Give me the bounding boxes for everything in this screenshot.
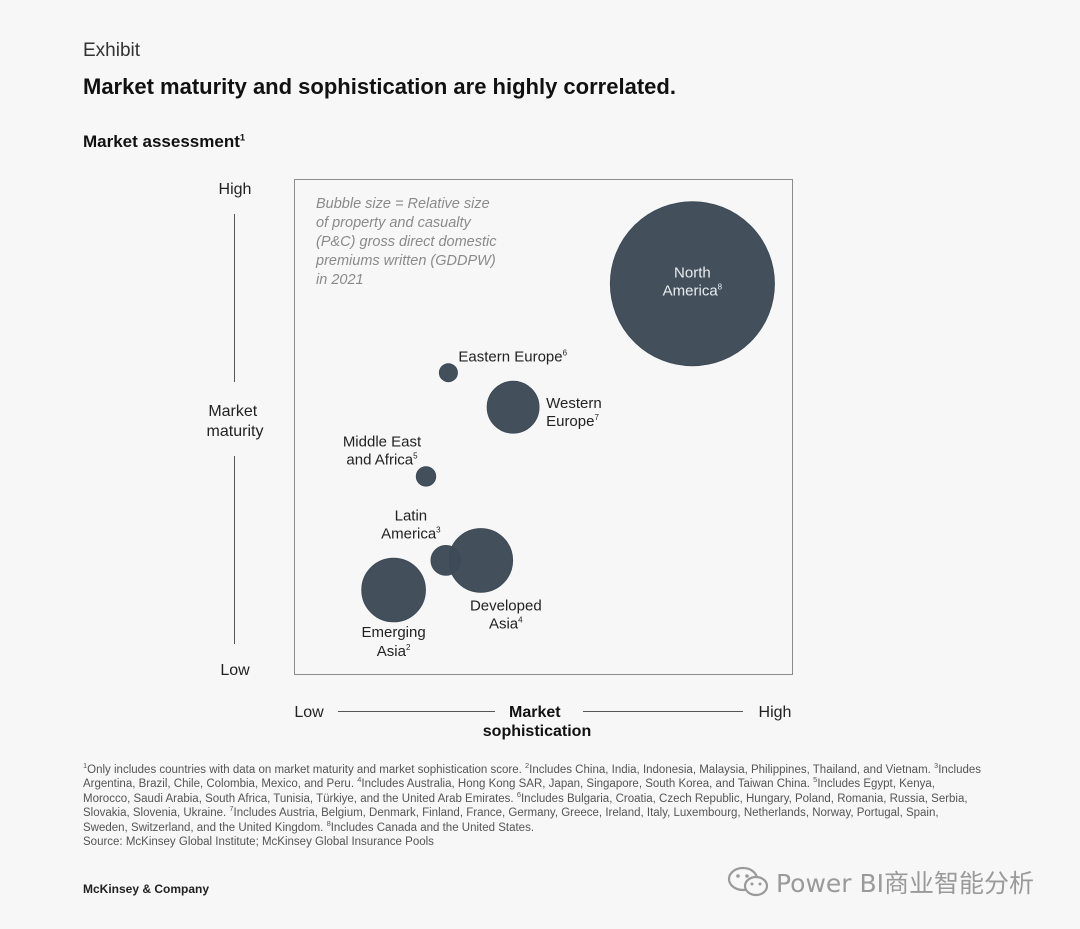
bubble-north-america bbox=[609, 201, 775, 367]
footnote-item: Includes China, India, Indonesia, Malays… bbox=[529, 764, 935, 776]
footnote-item: Includes Canada and the United States. bbox=[330, 821, 535, 834]
bubble-note-line-3: (P&C) gross direct domestic bbox=[316, 234, 497, 250]
bubble-label-line: America bbox=[663, 283, 719, 300]
bubble-note-line-2: of property and casualty bbox=[316, 215, 472, 231]
bubble-label-footnote-ref: 4 bbox=[518, 615, 523, 624]
footnote-item: Only includes countries with data on mar… bbox=[87, 764, 525, 776]
bubble-label-footnote-ref: 6 bbox=[563, 349, 568, 358]
bubble-label-footnote-ref: 5 bbox=[413, 451, 418, 460]
y-axis-title: Market maturity bbox=[207, 403, 264, 440]
bubble-label-western-europe: Western Europe7 bbox=[546, 395, 602, 430]
bubble-layer bbox=[361, 201, 775, 623]
y-axis-low-label: Low bbox=[220, 662, 250, 679]
bubble-label-line: Europe bbox=[546, 413, 594, 430]
bubble-label-line: Western bbox=[546, 395, 602, 412]
x-axis-title: Market sophistication bbox=[483, 704, 591, 740]
bubble-label-north-america: North America8 bbox=[663, 265, 723, 300]
footnote-ref: 2 bbox=[525, 761, 530, 771]
bubble-label-line: Asia bbox=[377, 643, 407, 660]
footnote-item: Includes Australia, Hong Kong SAR, Japan… bbox=[361, 778, 814, 791]
bubble-label-emerging-asia: Emerging Asia2 bbox=[361, 624, 425, 660]
bubble-western-europe bbox=[486, 380, 540, 434]
footnote-ref: 3 bbox=[934, 761, 939, 771]
bubble-label-line: North bbox=[674, 265, 711, 282]
x-axis-high-label: High bbox=[759, 704, 792, 721]
chart-subtitle: Market assessment1 bbox=[83, 132, 245, 152]
bubble-label-line: Asia bbox=[489, 615, 519, 632]
watermark: Power BI商业智能分析 bbox=[726, 864, 1034, 900]
footnote-item: Includes Austria, Belgium, Denmark, Finl… bbox=[83, 807, 939, 834]
bubble-emerging-asia bbox=[361, 557, 426, 623]
bubble-label-developed-asia: Developed Asia4 bbox=[470, 597, 542, 632]
watermark-text: Power BI商业智能分析 bbox=[776, 869, 1035, 898]
wechat-icon bbox=[727, 866, 769, 897]
exhibit-label: Exhibit bbox=[83, 40, 141, 61]
y-axis-title-line-1: Market bbox=[208, 403, 257, 420]
bubble-eastern-europe bbox=[438, 363, 458, 383]
footnote-text: 1Only includes countries with data on ma… bbox=[83, 761, 983, 835]
bubble-label-line: Emerging bbox=[361, 624, 425, 641]
footnote-ref: 4 bbox=[357, 775, 362, 785]
subtitle-footnote-ref: 1 bbox=[239, 132, 246, 143]
bubble-label-latin-america: Latin America3 bbox=[381, 507, 441, 542]
brand-logo-text: McKinsey & Company bbox=[83, 882, 210, 896]
bubble-note-line-1: Bubble size = Relative size bbox=[316, 196, 490, 212]
bubble-note-line-4: premiums written (GDDPW) bbox=[315, 253, 496, 269]
bubble-label-eastern-europe: Eastern Europe6 bbox=[458, 349, 567, 366]
plot-frame bbox=[294, 179, 793, 675]
bubble-size-note: Bubble size = Relative size of property … bbox=[315, 196, 501, 288]
footnote-item: Includes Egypt, Kenya, Morocco, Saudi Ar… bbox=[83, 778, 935, 805]
bubble-label-line: America bbox=[381, 525, 437, 542]
bubble-label-footnote-ref: 8 bbox=[718, 283, 723, 292]
x-axis-title-line-1: Market bbox=[509, 704, 561, 721]
bubble-label-line: Latin bbox=[395, 507, 428, 524]
bubble-label-line: and Africa bbox=[346, 451, 413, 468]
footnote-ref: 1 bbox=[83, 761, 88, 771]
footnote-item: Includes Bulgaria, Croatia, Czech Republ… bbox=[83, 792, 968, 820]
bubble-label-footnote-ref: 3 bbox=[436, 525, 441, 534]
footnote-ref: 8 bbox=[326, 818, 331, 828]
y-axis-title-line-2: maturity bbox=[207, 423, 264, 440]
bubble-label-footnote-ref: 7 bbox=[594, 413, 599, 422]
bubble-label-middle-east-africa: Middle East and Africa5 bbox=[343, 433, 422, 468]
bubble-note-line-5: in 2021 bbox=[316, 272, 364, 288]
footnotes: 1Only includes countries with data on ma… bbox=[83, 761, 983, 849]
bubble-chart: High Market maturity Low Low Market soph… bbox=[207, 179, 793, 740]
footnote-ref: 7 bbox=[229, 804, 234, 814]
bubble-developed-asia bbox=[448, 528, 514, 593]
bubble-label-line: Developed bbox=[470, 597, 542, 614]
bubble-label-line: Eastern Europe bbox=[458, 349, 562, 366]
footnote-ref: 5 bbox=[813, 775, 818, 785]
bubble-label-line: Middle East bbox=[343, 433, 422, 450]
bubble-middle-east-africa bbox=[415, 466, 437, 487]
x-axis-title-line-2: sophistication bbox=[483, 723, 591, 740]
headline: Market maturity and sophistication are h… bbox=[83, 74, 676, 99]
bubble-label-footnote-ref: 2 bbox=[406, 643, 411, 652]
footnote-item: Includes Argentina, Brazil, Chile, Colom… bbox=[83, 764, 982, 791]
source-line: Source: McKinsey Global Institute; McKin… bbox=[83, 836, 434, 849]
x-axis-low-label: Low bbox=[294, 704, 324, 721]
footnote-ref: 6 bbox=[516, 789, 521, 799]
y-axis-high-label: High bbox=[219, 181, 252, 198]
subtitle-text: Market assessment bbox=[83, 132, 240, 151]
